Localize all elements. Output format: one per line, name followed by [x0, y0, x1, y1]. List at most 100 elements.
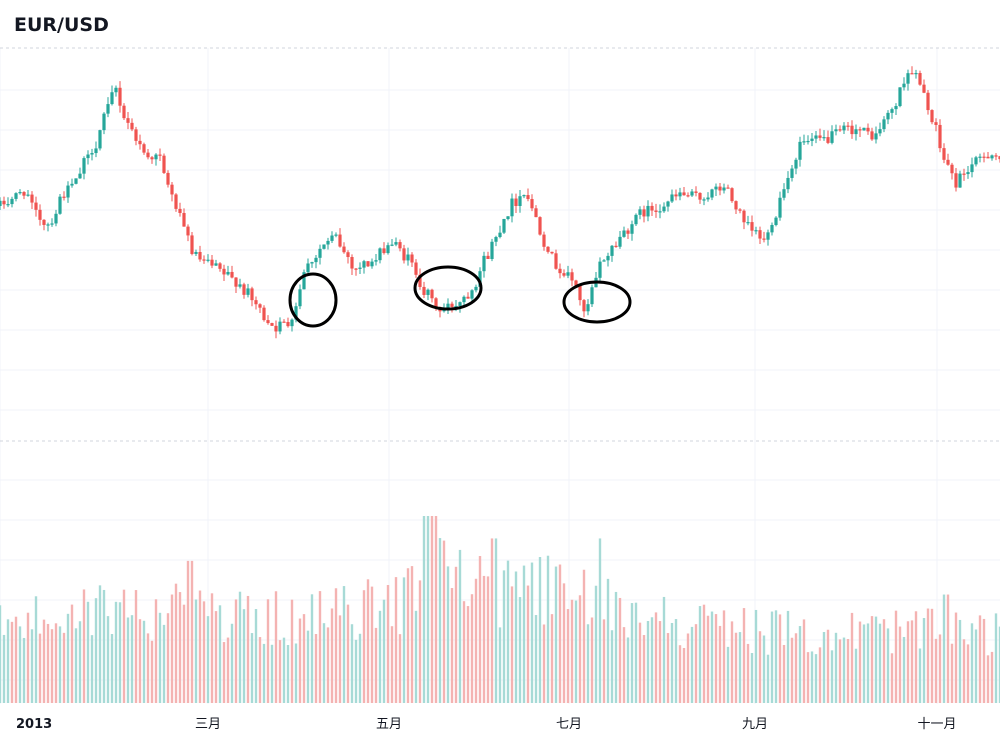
candle-body [958, 173, 962, 188]
volume-bar [502, 570, 506, 703]
candle-body [794, 159, 798, 169]
volume-bar [110, 634, 114, 703]
candle-body [582, 300, 586, 312]
candle-body [938, 124, 942, 149]
volume-bar [410, 566, 414, 703]
volume-bar [6, 619, 10, 703]
volume-bar [434, 516, 438, 703]
volume-bar [498, 627, 502, 703]
volume-bar [142, 620, 146, 703]
volume-bar [342, 586, 346, 703]
volume-bar [398, 634, 402, 703]
volume-bar [914, 611, 918, 703]
volume-bar [338, 615, 342, 703]
volume-bar [266, 599, 270, 703]
volume-bar [10, 621, 14, 703]
volume-bar [298, 618, 302, 703]
candle-body [542, 234, 546, 247]
volume-bar [750, 653, 754, 703]
candle-body [974, 157, 978, 165]
volume-bar [746, 643, 750, 703]
volume-bar [314, 634, 318, 703]
x-tick-label: 五月 [376, 717, 402, 732]
candle-body [914, 73, 918, 75]
volume-bar [450, 588, 454, 703]
candle-body [134, 129, 138, 141]
volume-bar [310, 594, 314, 703]
volume-bar [206, 616, 210, 703]
candle-body [534, 208, 538, 218]
x-tick-label: 三月 [195, 717, 221, 732]
volume-bar [382, 599, 386, 703]
volume-bar [402, 577, 406, 703]
volume-bar [130, 615, 134, 703]
volume-bar [34, 596, 38, 703]
volume-bar [738, 632, 742, 703]
candle-body [226, 271, 230, 275]
volume-bar [38, 633, 42, 703]
volume-bar [170, 594, 174, 703]
candle-body [38, 209, 42, 220]
candle-body [682, 192, 686, 196]
volume-bar [698, 606, 702, 703]
volume-bar [762, 635, 766, 703]
volume-bar [658, 621, 662, 703]
candle-body [18, 192, 22, 194]
candle-body [186, 226, 190, 236]
candle-body [538, 217, 542, 235]
candle-body [930, 110, 934, 123]
candle-body [46, 224, 50, 226]
volume-bar [610, 630, 614, 703]
volume-bar [850, 612, 854, 703]
candle-body [694, 191, 698, 193]
candle-body [642, 209, 646, 217]
volume-bar [326, 627, 330, 703]
candle-body [802, 141, 806, 143]
candle-body [846, 125, 850, 127]
candle-body [978, 156, 982, 158]
candle-body [778, 197, 782, 218]
volume-bar [90, 635, 94, 703]
candle-body [554, 253, 558, 269]
candle-body [202, 259, 206, 261]
volume-bar [94, 598, 98, 703]
volume-bar [898, 626, 902, 703]
candle-body [258, 304, 262, 308]
candle-body [578, 285, 582, 301]
candle-body [970, 164, 974, 173]
volume-bar [78, 621, 82, 703]
volume-bar [614, 591, 618, 703]
volume-bar [922, 618, 926, 703]
volume-bar [134, 590, 138, 703]
candle-body [122, 105, 126, 119]
volume-bar [250, 633, 254, 703]
candle-body [466, 296, 470, 299]
candle-body [346, 252, 350, 258]
volume-bar [650, 617, 654, 703]
candle-body [566, 272, 570, 276]
candle-body [270, 323, 274, 326]
candle-body [686, 195, 690, 197]
candle-body [98, 130, 102, 149]
volume-bar [242, 609, 246, 703]
candle-body [986, 156, 990, 159]
candle-body [998, 156, 1000, 160]
candle-body [834, 129, 838, 132]
volume-bar [814, 654, 818, 703]
volume-bar [586, 624, 590, 703]
volume-bar [582, 569, 586, 703]
candle-body [698, 192, 702, 200]
candle-body [806, 140, 810, 143]
volume-bar [630, 603, 634, 703]
volume-bar [682, 647, 686, 703]
candle-body [358, 267, 362, 269]
volume-bar [418, 580, 422, 703]
candle-body [942, 148, 946, 160]
candle-body [14, 193, 18, 199]
candle-body [934, 122, 938, 125]
volume-bar [470, 594, 474, 703]
candle-body [494, 237, 498, 242]
volume-bar [286, 645, 290, 703]
volume-bar [390, 626, 394, 703]
candle-body [690, 191, 694, 196]
